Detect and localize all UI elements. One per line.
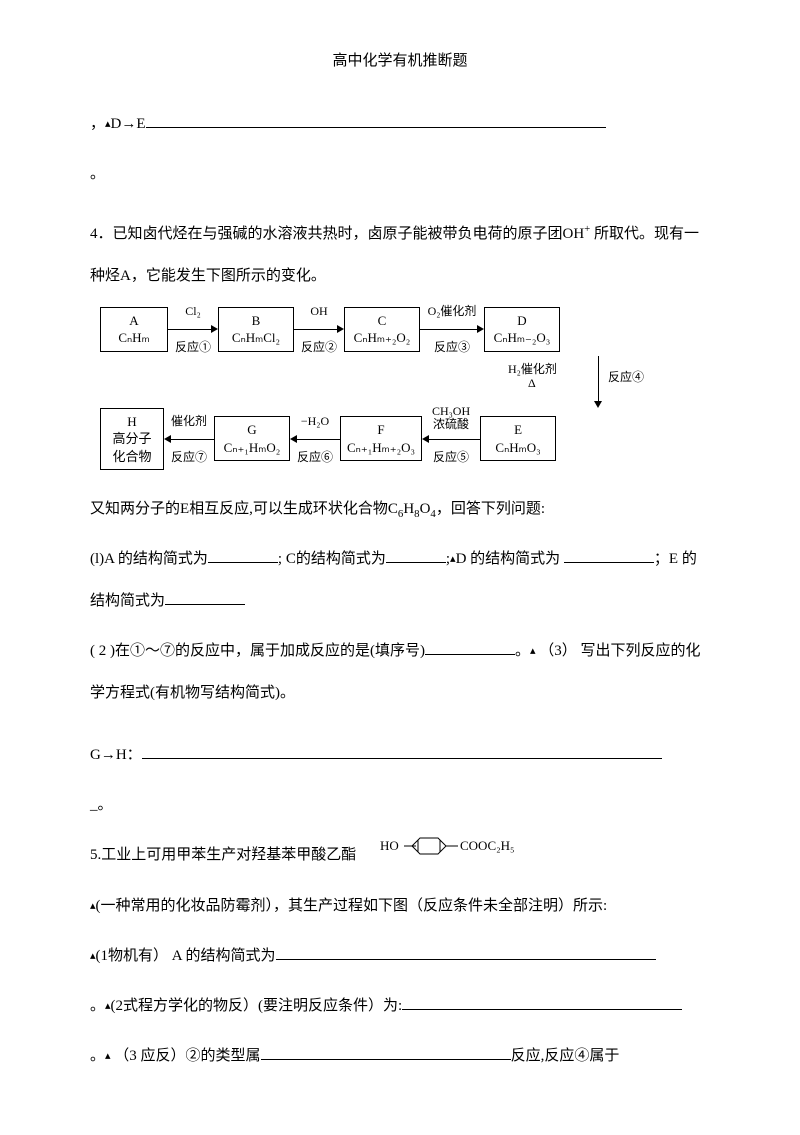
triangle-icon: ▴ xyxy=(105,1041,111,1072)
q4-gh-end: _。 xyxy=(90,784,710,826)
arrow-4-vertical: H₂催化剂 Δ 反应④ xyxy=(100,356,660,408)
de-label: D→E xyxy=(111,116,146,132)
box-b: B CₙHₘCl₂ xyxy=(218,307,294,352)
arrow-7: 催化剂 反应⑦ xyxy=(164,419,214,459)
box-h: H 高分子 化合物 xyxy=(100,408,164,471)
blank-a[interactable] xyxy=(208,547,278,563)
blank-c[interactable] xyxy=(386,547,446,563)
q4-part1: (l)A 的结构简式为; C的结构简式为;▴D 的结构简式为 ；E 的结构简式为 xyxy=(90,538,710,622)
blank-q5-eq[interactable] xyxy=(402,994,682,1010)
q4-intro: 4．已知卤代烃在与强碱的水溶液共热时，卤原子能被带负电荷的原子团OH+ 所取代。… xyxy=(90,213,710,297)
q4-followup: 又知两分子的E相互反应,可以生成环状化合物C6H8O4，回答下列问题: xyxy=(90,488,710,530)
q4-sup: + xyxy=(584,223,590,235)
q5-p1: ▴(1物机有） A 的结构简式为 xyxy=(90,935,710,977)
q5-line1: 5.工业上可用甲苯生产对羟基苯甲酸乙酯 HO COOC₂H₅ xyxy=(90,834,710,877)
q5-line2: ▴(一种常用的化妆品防霉剂），其生产过程如下图（反应条件未全部注明）所示: xyxy=(90,885,710,927)
arrow-1: Cl₂ 反应① xyxy=(168,309,218,349)
diagram-row-2: H 高分子 化合物 催化剂 反应⑦ G Cₙ₊₁HₘO₂ −H₂O 反应⑥ F … xyxy=(100,408,660,471)
q5-p2: 。▴(2式程方学化的物反）(要注明反应条件）为: xyxy=(90,985,710,1027)
q4-gh: G→H： xyxy=(90,734,710,776)
blank-d[interactable] xyxy=(564,547,654,563)
blank-de[interactable] xyxy=(146,112,606,128)
page: 高中化学有机推断题 ，▴D→E 。 4．已知卤代烃在与强碱的水溶液共热时，卤原子… xyxy=(0,0,800,1135)
arrow-5: CH₃OH 浓硫酸 反应⑤ xyxy=(422,419,480,459)
blank-e[interactable] xyxy=(165,589,245,605)
arrow-3: O₂催化剂 反应③ xyxy=(420,309,484,349)
box-a: A CₙHₘ xyxy=(100,307,168,352)
q4-part2-3: ( 2 )在①～⑦的反应中，属于加成反应的是(填序号)。▴ （3） 写出下列反应… xyxy=(90,630,710,714)
q4-intro1: 4．已知卤代烃在与强碱的水溶液共热时，卤原子能被带负电荷的原子团OH xyxy=(90,226,584,242)
arrow-2: OH 反应② xyxy=(294,309,344,349)
period-line: 。 xyxy=(90,153,710,195)
box-f: F Cₙ₊₁Hₘ₊₂O₃ xyxy=(340,416,422,461)
arrow-6: −H₂O 反应⑥ xyxy=(290,419,340,459)
struct-right: COOC₂H₅ xyxy=(460,838,515,853)
blank-addition[interactable] xyxy=(425,639,515,655)
de-prefix: ， xyxy=(90,116,105,132)
chem-structure: HO COOC₂H₅ xyxy=(380,834,560,877)
q5-p3: 。▴ （3 应反）②的类型属反应,反应④属于 xyxy=(90,1035,710,1077)
struct-ho: HO xyxy=(380,838,399,853)
blank-q5-a[interactable] xyxy=(276,944,656,960)
triangle-icon: ▴ xyxy=(530,636,536,667)
blank-gh[interactable] xyxy=(142,743,662,759)
box-g: G Cₙ₊₁HₘO₂ xyxy=(214,416,290,461)
box-c: C CₙHₘ₊₂O₂ xyxy=(344,307,420,352)
page-header: 高中化学有机推断题 xyxy=(90,50,710,73)
header-title: 高中化学有机推断题 xyxy=(332,53,467,69)
line-d-to-e: ，▴D→E xyxy=(90,103,710,145)
box-e: E CₙHₘO₃ xyxy=(480,416,556,461)
box-d: D CₙHₘ₋₂O₃ xyxy=(484,307,560,352)
diagram-row-1: A CₙHₘ Cl₂ 反应① B CₙHₘCl₂ OH 反应② C CₙHₘ₊₂… xyxy=(100,307,660,352)
blank-q5-type2[interactable] xyxy=(261,1044,511,1060)
reaction-diagram: A CₙHₘ Cl₂ 反应① B CₙHₘCl₂ OH 反应② C CₙHₘ₊₂… xyxy=(100,307,660,471)
